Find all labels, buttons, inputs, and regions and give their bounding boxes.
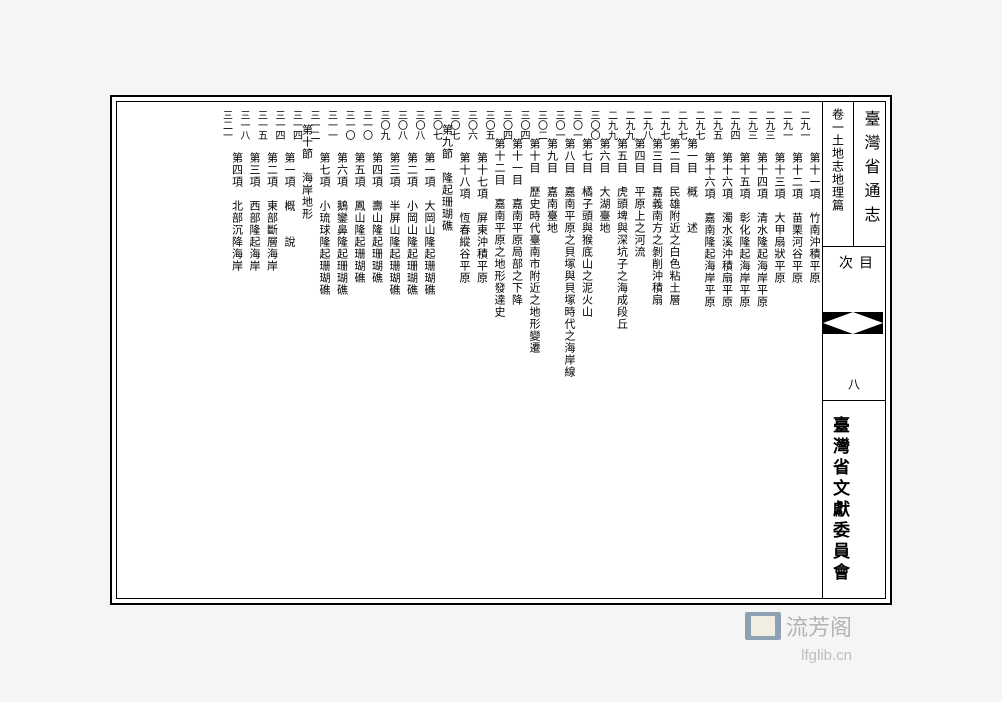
publisher-name: 臺灣省文獻委員會 bbox=[823, 401, 856, 598]
toc-entry-page: 二九七 bbox=[658, 110, 668, 590]
header-column: 臺灣省通志 卷一土地志地理篇 目 次 八 臺灣省文獻委員會 bbox=[822, 102, 885, 598]
toc-entry-page: 三〇七 bbox=[448, 110, 458, 590]
toc-entry-page: 三〇一 bbox=[571, 110, 581, 590]
watermark-url: lfglib.cn bbox=[801, 647, 852, 664]
watermark-text: 流芳阁 bbox=[786, 610, 852, 642]
toc-entry-page: 二九七 bbox=[693, 110, 703, 590]
toc-entry-page: 三〇一 bbox=[553, 110, 563, 590]
toc-entry-page: 二九九 bbox=[606, 110, 616, 590]
toc-entry-page: 二九三 bbox=[763, 110, 773, 590]
toc-body: 第十一項 竹南沖積平原⋮⋮⋮⋮⋮⋮⋮⋮⋮⋮⋮⋮⋮⋮⋮⋮⋮⋮⋮⋮⋮⋮⋮⋮⋮⋮⋮⋮⋮… bbox=[117, 102, 822, 598]
toc-entry-page: 二九八 bbox=[641, 110, 651, 590]
toc-entry-page: 三一四 bbox=[291, 110, 301, 590]
toc-entry-page: 三一二 bbox=[308, 110, 318, 590]
toc-entry-page: 三〇四 bbox=[518, 110, 528, 590]
toc-entry-page: 三一八 bbox=[238, 110, 248, 590]
toc-entry: 第十一項 竹南沖積平原⋮⋮⋮⋮⋮⋮⋮⋮⋮⋮⋮⋮⋮⋮⋮⋮⋮⋮⋮⋮⋮⋮⋮⋮⋮⋮⋮⋮⋮… bbox=[802, 108, 820, 592]
main-title: 臺灣省通志 bbox=[854, 102, 885, 246]
toc-entry-page: 二九五 bbox=[711, 110, 721, 590]
center-fold-section: 目 次 八 bbox=[823, 247, 885, 400]
toc-entry-page: 三〇八 bbox=[413, 110, 423, 590]
page-number: 八 bbox=[846, 378, 863, 390]
watermark: 流芳阁 bbox=[745, 610, 852, 642]
toc-entry-page: 三〇〇 bbox=[588, 110, 598, 590]
toc-entry-page: 二九七 bbox=[676, 110, 686, 590]
toc-entry-page: 三一〇 bbox=[361, 110, 371, 590]
toc-heading: 目 次 bbox=[823, 247, 885, 312]
toc-entry-page: 三〇四 bbox=[501, 110, 511, 590]
toc-entry-page: 三二一 bbox=[221, 110, 231, 590]
page-inner-frame: 臺灣省通志 卷一土地志地理篇 目 次 八 臺灣省文獻委員會 第十一項 bbox=[116, 101, 886, 599]
toc-entry-page: 三一一 bbox=[326, 110, 336, 590]
title-block: 臺灣省通志 卷一土地志地理篇 bbox=[823, 102, 885, 247]
toc-entry-page: 二九九 bbox=[623, 110, 633, 590]
toc-entry-page: 三〇二 bbox=[536, 110, 546, 590]
toc-entry-page: 二九四 bbox=[728, 110, 738, 590]
toc-entry-page: 二九一 bbox=[798, 110, 808, 590]
toc-entry-page: 三一四 bbox=[273, 110, 283, 590]
toc-entry-page: 三一〇 bbox=[343, 110, 353, 590]
publisher-block: 臺灣省文獻委員會 bbox=[823, 400, 885, 598]
toc-entry-page: 三〇六 bbox=[466, 110, 476, 590]
toc-entry-page: 三〇九 bbox=[378, 110, 388, 590]
toc-entry-label: 第十一項 竹南沖積平原 bbox=[808, 110, 819, 590]
toc-entry-page: 三〇八 bbox=[396, 110, 406, 590]
toc-entry-page: 三〇五 bbox=[483, 110, 493, 590]
toc-entry-page: 二九三 bbox=[746, 110, 756, 590]
sub-title: 卷一土地志地理篇 bbox=[823, 102, 854, 246]
bowtie-ornament bbox=[823, 312, 885, 334]
toc-entry-page: 三一五 bbox=[256, 110, 266, 590]
watermark-logo-icon bbox=[745, 612, 781, 640]
toc-entry-page: 二九一 bbox=[781, 110, 791, 590]
page-outer-frame: 臺灣省通志 卷一土地志地理篇 目 次 八 臺灣省文獻委員會 第十一項 bbox=[110, 95, 892, 605]
toc-entry-page: 三〇七 bbox=[431, 110, 441, 590]
